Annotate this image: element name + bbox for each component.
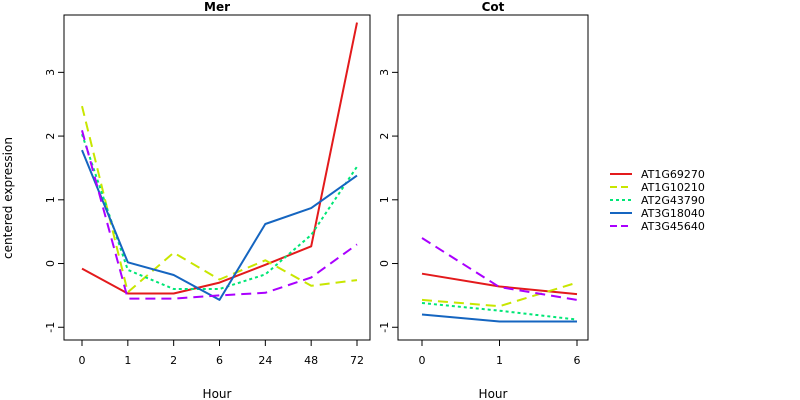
series-line-at1g10210 <box>421 281 578 308</box>
panel-title: Mer <box>204 0 230 14</box>
legend-label: AT3G18040 <box>641 207 705 220</box>
y-tick-label: 0 <box>44 260 57 267</box>
x-tick-label: 24 <box>258 354 272 367</box>
y-axis-label: centered expression <box>1 137 15 259</box>
series-line-at3g45640 <box>81 130 358 300</box>
y-tick-label: 1 <box>378 196 391 203</box>
y-tick-label: 2 <box>378 133 391 140</box>
y-tick-label: -1 <box>44 322 57 333</box>
legend-item-at3g18040: AT3G18040 <box>610 207 705 220</box>
legend-item-at1g10210: AT1G10210 <box>610 181 705 194</box>
series-line-at1g10210 <box>81 105 358 294</box>
panel-mer: Mer -1 0 1 2 3 0 1 2 6 24 48 72 Hour <box>44 0 371 400</box>
x-tick-label: 1 <box>496 354 503 367</box>
legend-label: AT2G43790 <box>641 194 705 207</box>
legend-label: AT1G69270 <box>641 168 705 181</box>
x-tick-label: 1 <box>124 354 131 367</box>
x-tick-label: 0 <box>79 354 86 367</box>
legend: AT1G69270AT1G10210AT2G43790AT3G18040AT3G… <box>610 168 705 233</box>
y-tick-label: 0 <box>378 260 391 267</box>
x-axis-label: Hour <box>479 387 508 400</box>
y-tick-label: 3 <box>378 69 391 76</box>
x-tick-label: 2 <box>170 354 177 367</box>
legend-label: AT3G45640 <box>641 220 705 233</box>
x-tick-label: 72 <box>350 354 364 367</box>
panel-title: Cot <box>482 0 505 14</box>
series-line-at2g43790 <box>421 302 578 321</box>
series-line-at3g18040 <box>81 149 358 301</box>
legend-item-at3g45640: AT3G45640 <box>610 220 705 233</box>
series-line-at1g69270 <box>81 22 358 295</box>
x-tick-label: 6 <box>574 354 581 367</box>
y-tick-label: 1 <box>44 196 57 203</box>
series-line-at2g43790 <box>81 133 358 290</box>
legend-item-at2g43790: AT2G43790 <box>610 194 705 207</box>
y-tick-label: 3 <box>44 69 57 76</box>
plot-frame <box>63 14 371 341</box>
y-tick-label: -1 <box>378 322 391 333</box>
x-tick-label: 0 <box>419 354 426 367</box>
panel-cot: Cot -1 0 1 2 3 0 1 6 Hour <box>378 0 589 400</box>
legend-label: AT1G10210 <box>641 181 705 194</box>
x-axis-label: Hour <box>203 387 232 400</box>
x-tick-label: 48 <box>304 354 318 367</box>
x-tick-label: 6 <box>216 354 223 367</box>
legend-item-at1g69270: AT1G69270 <box>610 168 705 181</box>
plot-frame <box>397 14 589 341</box>
series-line-at3g45640 <box>421 237 578 301</box>
y-tick-label: 2 <box>44 133 57 140</box>
series-line-at3g18040 <box>421 313 577 323</box>
series-line-at1g69270 <box>421 272 578 296</box>
